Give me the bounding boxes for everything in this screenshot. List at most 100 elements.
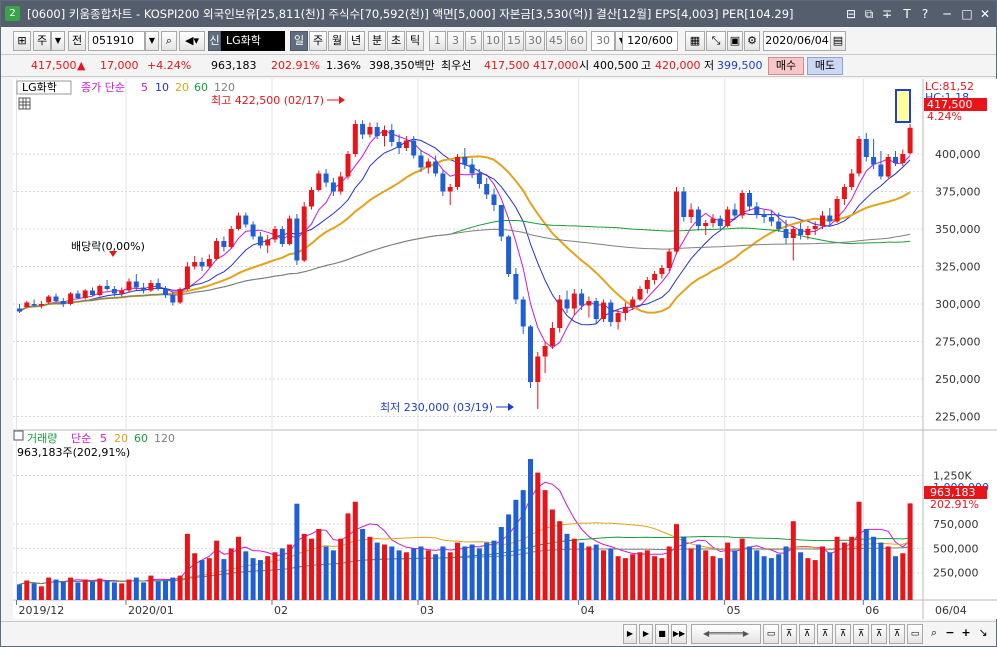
date-axis-label: 2019/12 — [19, 604, 65, 617]
stock-chart[interactable]: 400,000 375,000 350,000 325,000 300,000 275,0… — [13, 79, 997, 619]
draw-icon-7[interactable]: ⊼ — [889, 624, 905, 644]
interval-input[interactable]: 30 — [591, 31, 615, 51]
volume-bar — [126, 579, 132, 600]
volume-bar — [615, 556, 621, 600]
candle — [761, 214, 767, 217]
volume-bar — [352, 501, 358, 600]
tab-week[interactable]: 주 — [309, 31, 327, 51]
forecast-box[interactable] — [895, 89, 911, 123]
volume-bar — [367, 536, 373, 600]
tab-minute[interactable]: 분 — [368, 31, 386, 51]
copy-icon[interactable]: ⧉ — [864, 7, 874, 21]
zoom-out-icon[interactable]: ▭ — [763, 624, 779, 644]
interval-1[interactable]: 1 — [429, 31, 446, 51]
settings-icon[interactable]: ⚙ — [744, 31, 760, 51]
candle — [68, 293, 74, 304]
volume-bar — [389, 546, 395, 600]
tab-day[interactable]: 일 — [290, 31, 308, 51]
candle — [352, 124, 358, 154]
calendar-icon[interactable]: ▤ — [830, 31, 846, 51]
code-dropdown-icon[interactable]: ▼ — [145, 31, 159, 51]
tab-month[interactable]: 월 — [328, 31, 346, 51]
stock-tag: LG화학 — [22, 81, 57, 94]
volume-bar — [681, 536, 687, 600]
ma20-legend: 20 — [175, 81, 189, 94]
interval-5[interactable]: 5 — [465, 31, 482, 51]
candle — [119, 290, 125, 294]
all-button[interactable]: 전 — [68, 31, 86, 51]
layout-icon[interactable]: ⊟ — [845, 7, 857, 21]
minimize-button[interactable]: ─ — [943, 7, 951, 21]
search-icon[interactable]: ⌕ — [161, 31, 177, 51]
volume-bar — [710, 556, 716, 600]
scroll-slider[interactable]: ◀═══════▶ — [691, 624, 761, 644]
quote-bar: 417,500 ▲ 17,000 +4.24% 963,183 202.91% … — [1, 55, 996, 77]
pin-icon[interactable]: ∓ — [881, 7, 893, 21]
interval-60[interactable]: 60 — [567, 31, 587, 51]
interval-45[interactable]: 45 — [546, 31, 566, 51]
tab-second[interactable]: 초 — [387, 31, 405, 51]
table-icon[interactable] — [18, 97, 31, 110]
chart-area[interactable]: 400,000 375,000 350,000 325,000 300,000 275,0… — [13, 79, 997, 619]
grid-icon[interactable]: ▦ — [685, 31, 705, 51]
tab-tick[interactable]: 틱 — [406, 31, 424, 51]
zoom-icon[interactable]: ⌕ — [930, 626, 938, 639]
draw-icon-8[interactable]: ▭ — [907, 624, 923, 644]
volume-bar — [17, 584, 22, 600]
candle — [126, 281, 132, 291]
draw-icon-4[interactable]: ⊼ — [835, 624, 851, 644]
sell-button[interactable]: 매도 — [807, 57, 843, 75]
candle — [287, 218, 293, 244]
play-icon[interactable]: ▶ — [639, 624, 653, 644]
chart-type-icon[interactable]: ⤡ — [706, 31, 726, 51]
menu-icon[interactable]: ⊞ — [13, 31, 31, 51]
volume-bar — [60, 581, 66, 600]
current-pct-tag: 4.24% — [927, 110, 962, 123]
close-button[interactable]: ✕ — [979, 7, 991, 21]
interval-3[interactable]: 3 — [447, 31, 464, 51]
chevron-down-icon[interactable]: ▼ — [51, 31, 65, 51]
interval-15[interactable]: 15 — [504, 31, 524, 51]
best-bid: 417,000 — [533, 59, 579, 72]
candle — [367, 127, 373, 135]
candle — [856, 139, 862, 174]
fast-forward-icon[interactable]: ▶▶ — [671, 624, 687, 644]
candle — [695, 209, 701, 226]
tab-year[interactable]: 년 — [347, 31, 365, 51]
draw-icon-2[interactable]: ⊼ — [799, 624, 815, 644]
volume-bar — [725, 542, 731, 600]
draw-icon-6[interactable]: ⊼ — [871, 624, 887, 644]
font-icon[interactable]: T — [903, 7, 911, 21]
interval-30[interactable]: 30 — [525, 31, 545, 51]
draw-icon-5[interactable]: ⊼ — [853, 624, 869, 644]
count-input[interactable]: 120/600 — [622, 31, 678, 51]
open-price: 400,500 — [593, 59, 639, 72]
prev-icon[interactable]: ▶ — [623, 624, 637, 644]
interval-10[interactable]: 10 — [483, 31, 503, 51]
date-input[interactable]: 2020/06/04 — [763, 31, 831, 51]
candle — [871, 157, 877, 165]
plus-icon[interactable]: + — [961, 626, 971, 639]
draw-icon-3[interactable]: ⊼ — [817, 624, 833, 644]
candle — [141, 287, 147, 291]
maximize-button[interactable]: □ — [961, 7, 973, 21]
period-button[interactable]: 주 — [33, 31, 51, 51]
help-icon[interactable]: ? — [921, 7, 929, 21]
minus-icon[interactable]: − — [945, 626, 955, 639]
speaker-icon[interactable]: ◀▾ — [179, 31, 205, 51]
navigation-bar: ▶ ▶ ■ ▶▶ ◀═══════▶ ▭ ⊼ ⊼ ⊼ ⊼ ⊼ ⊼ ⊼ ▭ ⌕ −… — [1, 621, 996, 646]
volume-bar — [46, 577, 52, 600]
buy-button[interactable]: 매수 — [768, 57, 804, 75]
tool-icon[interactable]: ↘ — [978, 626, 988, 639]
up-arrow-icon: ▲ — [77, 59, 86, 72]
stop-icon[interactable]: ■ — [655, 624, 669, 644]
code-input[interactable]: 051910 — [88, 31, 145, 51]
candle — [338, 176, 344, 192]
date-axis-label: 06 — [865, 604, 879, 617]
volume-panel-icon[interactable] — [13, 430, 24, 441]
draw-icon-1[interactable]: ⊼ — [781, 624, 797, 644]
candle — [885, 157, 891, 177]
current-price: 417,500 — [31, 59, 77, 72]
volume-bar — [462, 546, 468, 600]
save-icon[interactable]: ▣ — [727, 31, 743, 51]
